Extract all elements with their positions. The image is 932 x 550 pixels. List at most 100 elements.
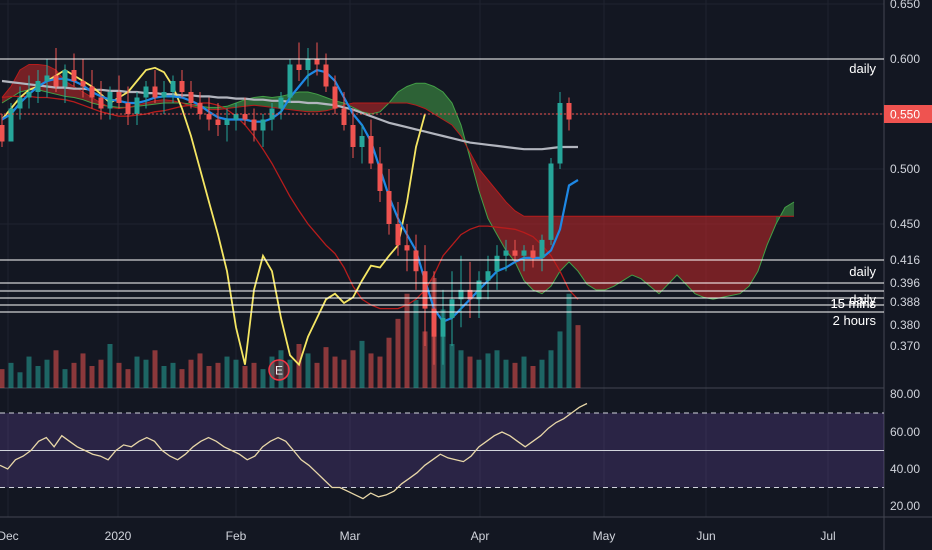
cloud-segment	[569, 216, 578, 272]
level-label: 15 mins	[830, 296, 876, 311]
cloud-segment	[713, 216, 722, 300]
candle-body	[431, 308, 437, 337]
cloud-segment	[362, 103, 371, 114]
ichimoku-cloud	[1, 64, 795, 300]
volume-bar	[350, 350, 356, 388]
candle-body	[386, 191, 392, 224]
earnings-marker-circle[interactable]	[268, 359, 290, 381]
cloud-segment	[668, 216, 677, 285]
cloud-segment	[650, 216, 659, 294]
cloud-segment	[515, 210, 524, 281]
volume-bar	[539, 359, 545, 388]
candle-body	[251, 119, 257, 131]
cloud-segment	[479, 169, 488, 219]
candle-body	[530, 250, 536, 258]
candle-body	[134, 97, 140, 114]
candle-body	[188, 92, 194, 103]
rsi-line	[0, 402, 588, 500]
cloud-segment	[254, 96, 263, 107]
volume-bar	[512, 362, 518, 388]
cloud-segment	[731, 216, 740, 296]
cloud-segment	[560, 216, 569, 272]
volume-bar	[62, 369, 68, 388]
candle-body	[0, 125, 5, 142]
volume-bar	[269, 356, 275, 388]
volume-bar	[413, 300, 419, 388]
candle-body	[449, 299, 455, 318]
cloud-segment	[416, 83, 425, 109]
base-line	[1, 95, 579, 310]
cloud-segment	[722, 216, 731, 298]
level-label: daily	[849, 264, 876, 279]
rsi-tick-label: 40.00	[890, 462, 920, 476]
candle-body	[494, 255, 500, 272]
cloud-segment	[659, 216, 668, 294]
volume-bar	[152, 350, 158, 388]
cloud-segment	[587, 216, 596, 290]
volume-bar	[386, 337, 392, 388]
candle-body	[404, 245, 410, 251]
volume-bar	[404, 293, 410, 388]
cloud-segment	[767, 216, 776, 246]
time-tick-label: Dec	[0, 529, 19, 543]
candle-body	[62, 70, 68, 87]
rsi-tick-label: 20.00	[890, 499, 920, 513]
time-tick-label: Jun	[696, 529, 715, 543]
volume-bar	[314, 362, 320, 388]
volume-bar	[17, 372, 23, 388]
last-price-label: 0.550	[890, 108, 920, 122]
cloud-segment	[785, 202, 794, 217]
candle-body	[53, 75, 59, 87]
candle-body	[440, 317, 446, 337]
candle-body	[368, 136, 374, 164]
cloud-segment	[533, 216, 542, 294]
volume-bar	[278, 350, 284, 388]
cloud-segment	[749, 216, 758, 287]
candle-body	[8, 108, 14, 142]
volume-bar	[71, 362, 77, 388]
volume-bar	[89, 366, 95, 388]
cloud-segment	[704, 216, 713, 300]
volume-bar	[566, 293, 572, 388]
rsi-tick-label: 80.00	[890, 387, 920, 401]
candle-body	[476, 280, 482, 300]
candle-body	[332, 86, 338, 109]
candle-body	[107, 92, 113, 109]
candle-body	[143, 86, 149, 98]
volume-bar	[233, 359, 239, 388]
candle-body	[278, 97, 284, 109]
price-tick-label: 0.600	[890, 52, 920, 66]
time-tick-label: May	[593, 529, 616, 543]
volume-bar	[98, 359, 104, 388]
candle-body	[305, 59, 311, 70]
volume-bar	[467, 356, 473, 388]
volume-bar	[53, 350, 59, 388]
candle-body	[44, 75, 50, 81]
cloud-segment	[209, 107, 218, 110]
candle-body	[116, 92, 122, 103]
candle-body	[89, 86, 95, 98]
cloud-segment	[578, 216, 587, 285]
candle-body	[152, 86, 158, 98]
candle-body	[17, 97, 23, 109]
rsi-panel	[0, 402, 884, 500]
cloud-segment	[686, 216, 695, 294]
candle-body	[197, 103, 203, 114]
candle-body	[260, 119, 266, 131]
volume-bar	[287, 359, 293, 388]
candle-body	[341, 108, 347, 125]
volume-bar	[242, 366, 248, 388]
candle-body	[512, 250, 518, 256]
time-tick-label: Apr	[471, 529, 490, 543]
candle-body	[422, 271, 428, 309]
volume-bar	[323, 347, 329, 388]
cloud-segment	[497, 191, 506, 251]
volume-bar	[368, 353, 374, 388]
volume-bar	[80, 353, 86, 388]
cloud-segment	[227, 103, 236, 109]
volume-bar	[116, 362, 122, 388]
candle-body	[503, 250, 509, 256]
candle-body	[566, 103, 572, 120]
